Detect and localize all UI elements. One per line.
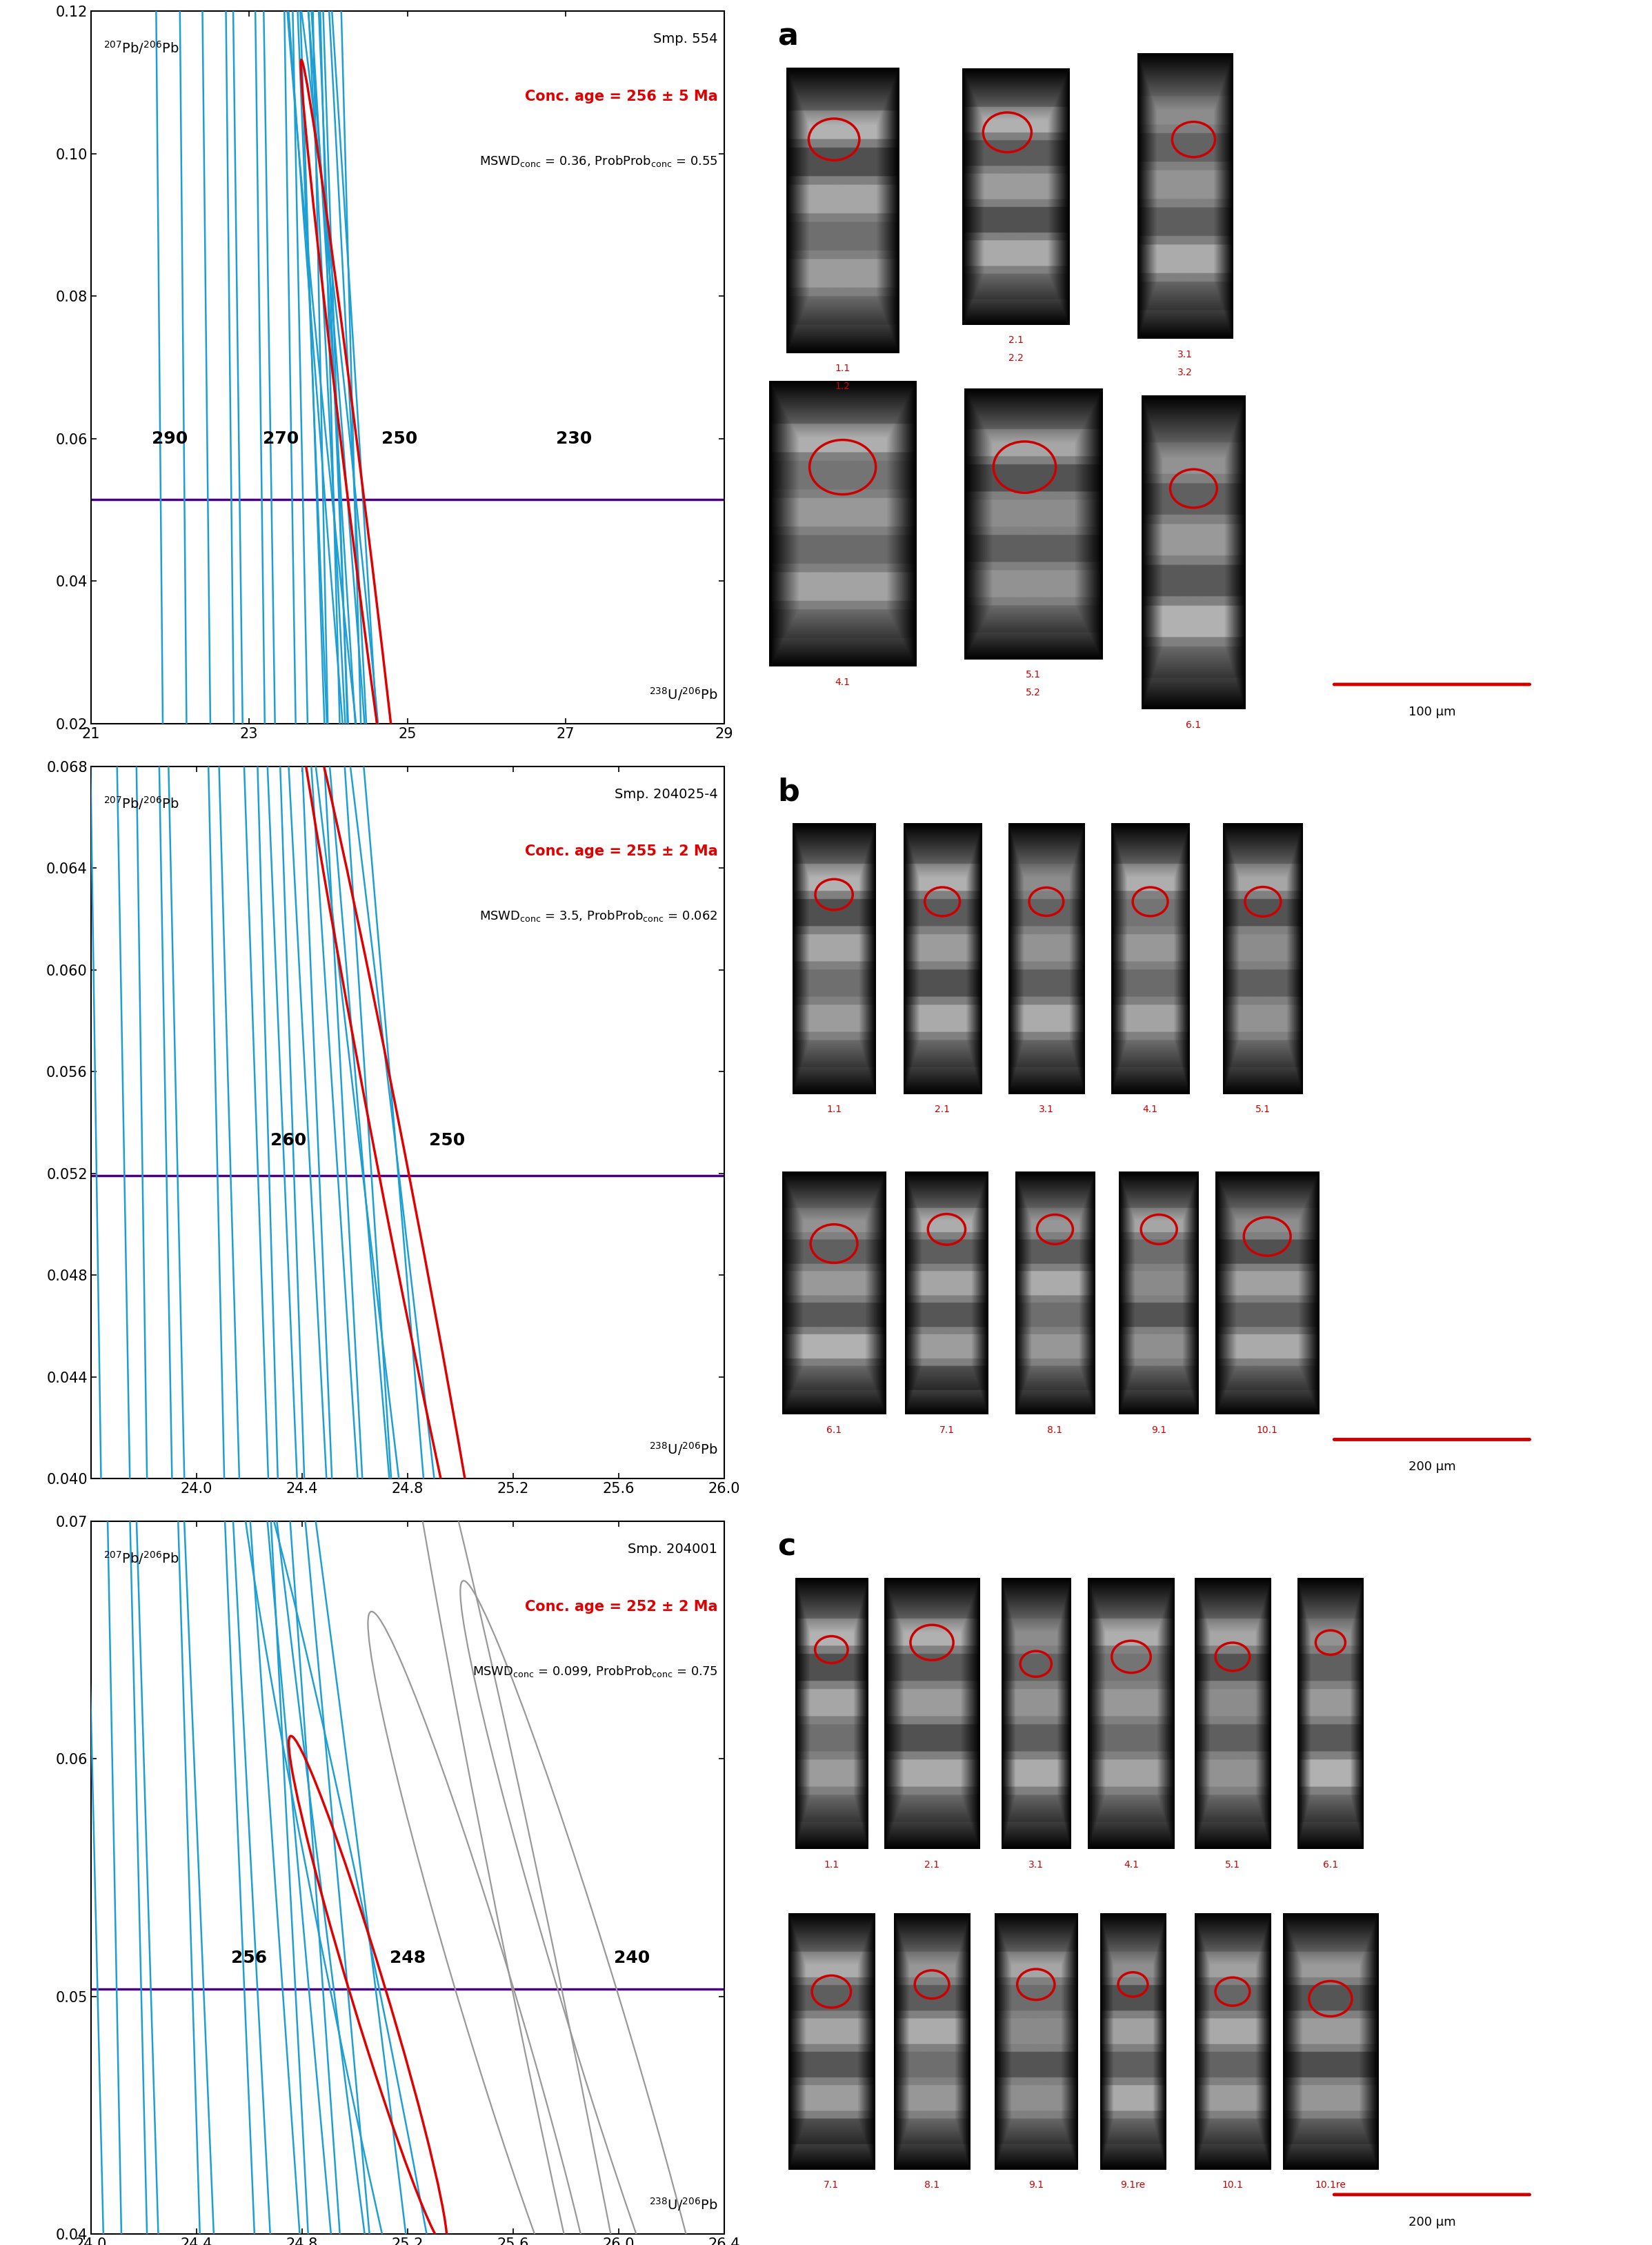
- Text: 248: 248: [390, 1951, 426, 1967]
- Text: 290: 290: [152, 431, 188, 447]
- Text: 1.1: 1.1: [824, 1859, 839, 1870]
- Text: 3.1: 3.1: [1178, 350, 1193, 359]
- Text: 10.1re: 10.1re: [1315, 2180, 1346, 2191]
- Text: 100 μm: 100 μm: [1408, 705, 1455, 718]
- Text: 4.1: 4.1: [1143, 1105, 1158, 1114]
- Text: 2.2: 2.2: [1008, 352, 1024, 364]
- Text: Smp. 554: Smp. 554: [653, 34, 717, 45]
- Text: c: c: [778, 1531, 796, 1563]
- Text: 5.1: 5.1: [1026, 671, 1041, 680]
- Text: 256: 256: [231, 1951, 268, 1967]
- Text: 240: 240: [613, 1951, 649, 1967]
- Text: 3.2: 3.2: [1178, 368, 1193, 377]
- Text: 9.1: 9.1: [1028, 2180, 1044, 2191]
- Text: 8.1: 8.1: [923, 2180, 940, 2191]
- Text: $^{238}$U/$^{206}$Pb: $^{238}$U/$^{206}$Pb: [649, 685, 717, 703]
- Text: 10.1: 10.1: [1222, 2180, 1244, 2191]
- Text: 9.1: 9.1: [1151, 1426, 1166, 1435]
- Text: b: b: [778, 777, 800, 806]
- Text: 2.1: 2.1: [1008, 335, 1024, 346]
- Text: 200 μm: 200 μm: [1408, 2216, 1455, 2229]
- Text: 7.1: 7.1: [938, 1426, 955, 1435]
- Text: MSWD$_{\rm conc}$ = 0.36, ProbProb$_{\rm conc}$ = 0.55: MSWD$_{\rm conc}$ = 0.36, ProbProb$_{\rm…: [479, 153, 717, 168]
- Text: $^{207}$Pb/$^{206}$Pb: $^{207}$Pb/$^{206}$Pb: [104, 795, 178, 810]
- Text: 6.1: 6.1: [1186, 721, 1201, 730]
- Text: MSWD$_{\rm conc}$ = 0.099, ProbProb$_{\rm conc}$ = 0.75: MSWD$_{\rm conc}$ = 0.099, ProbProb$_{\r…: [472, 1664, 717, 1679]
- Text: Conc. age = 255 ± 2 Ma: Conc. age = 255 ± 2 Ma: [525, 844, 717, 858]
- Text: 7.1: 7.1: [824, 2180, 839, 2191]
- Text: 3.1: 3.1: [1028, 1859, 1044, 1870]
- Text: Smp. 204001: Smp. 204001: [628, 1542, 717, 1556]
- Text: 5.1: 5.1: [1226, 1859, 1241, 1870]
- Text: 4.1: 4.1: [1123, 1859, 1138, 1870]
- Text: 10.1: 10.1: [1257, 1426, 1279, 1435]
- Text: 6.1: 6.1: [1323, 1859, 1338, 1870]
- Text: Conc. age = 256 ± 5 Ma: Conc. age = 256 ± 5 Ma: [525, 90, 717, 103]
- Text: $^{207}$Pb/$^{206}$Pb: $^{207}$Pb/$^{206}$Pb: [104, 1549, 178, 1567]
- Text: 260: 260: [271, 1131, 307, 1149]
- Text: 1.2: 1.2: [836, 382, 851, 391]
- Text: $^{207}$Pb/$^{206}$Pb: $^{207}$Pb/$^{206}$Pb: [104, 40, 178, 56]
- Text: Conc. age = 252 ± 2 Ma: Conc. age = 252 ± 2 Ma: [525, 1601, 717, 1614]
- Text: 2.1: 2.1: [925, 1859, 940, 1870]
- Text: Smp. 204025-4: Smp. 204025-4: [615, 788, 717, 801]
- Text: 8.1: 8.1: [1047, 1426, 1062, 1435]
- Text: 6.1: 6.1: [826, 1426, 841, 1435]
- Text: 1.1: 1.1: [826, 1105, 841, 1114]
- Text: $^{238}$U/$^{206}$Pb: $^{238}$U/$^{206}$Pb: [649, 2196, 717, 2211]
- Text: 1.1: 1.1: [834, 364, 851, 373]
- Text: MSWD$_{\rm conc}$ = 3.5, ProbProb$_{\rm conc}$ = 0.062: MSWD$_{\rm conc}$ = 3.5, ProbProb$_{\rm …: [479, 909, 717, 923]
- Text: 9.1re: 9.1re: [1120, 2180, 1145, 2191]
- Text: 270: 270: [263, 431, 299, 447]
- Text: 3.1: 3.1: [1039, 1105, 1054, 1114]
- Text: $^{238}$U/$^{206}$Pb: $^{238}$U/$^{206}$Pb: [649, 1441, 717, 1457]
- Text: 5.2: 5.2: [1026, 687, 1041, 698]
- Text: 230: 230: [555, 431, 591, 447]
- Text: 4.1: 4.1: [836, 678, 851, 687]
- Text: 5.1: 5.1: [1256, 1105, 1270, 1114]
- Text: 200 μm: 200 μm: [1408, 1461, 1455, 1473]
- Text: 2.1: 2.1: [935, 1105, 950, 1114]
- Text: 250: 250: [382, 431, 418, 447]
- Text: a: a: [778, 22, 798, 52]
- Text: 250: 250: [430, 1131, 466, 1149]
